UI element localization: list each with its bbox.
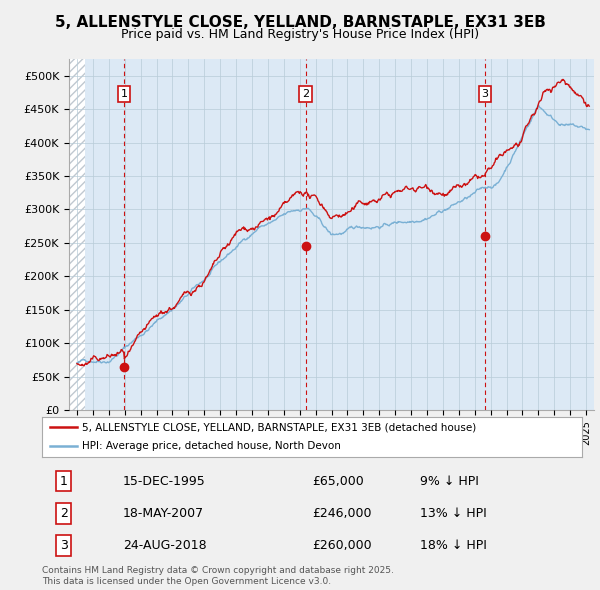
Text: 2: 2 <box>302 89 309 99</box>
Text: £246,000: £246,000 <box>312 507 371 520</box>
Text: 15-DEC-1995: 15-DEC-1995 <box>123 475 206 488</box>
Text: 5, ALLENSTYLE CLOSE, YELLAND, BARNSTAPLE, EX31 3EB: 5, ALLENSTYLE CLOSE, YELLAND, BARNSTAPLE… <box>55 15 545 30</box>
Text: 3: 3 <box>482 89 488 99</box>
Text: 13% ↓ HPI: 13% ↓ HPI <box>420 507 487 520</box>
Text: 1: 1 <box>59 475 68 488</box>
Text: 2: 2 <box>59 507 68 520</box>
Text: HPI: Average price, detached house, North Devon: HPI: Average price, detached house, Nort… <box>83 441 341 451</box>
Text: 24-AUG-2018: 24-AUG-2018 <box>123 539 206 552</box>
Text: Contains HM Land Registry data © Crown copyright and database right 2025.: Contains HM Land Registry data © Crown c… <box>42 566 394 575</box>
Text: £65,000: £65,000 <box>312 475 364 488</box>
Text: 18% ↓ HPI: 18% ↓ HPI <box>420 539 487 552</box>
Text: £260,000: £260,000 <box>312 539 371 552</box>
Text: Price paid vs. HM Land Registry's House Price Index (HPI): Price paid vs. HM Land Registry's House … <box>121 28 479 41</box>
Text: 3: 3 <box>59 539 68 552</box>
Text: 9% ↓ HPI: 9% ↓ HPI <box>420 475 479 488</box>
Text: This data is licensed under the Open Government Licence v3.0.: This data is licensed under the Open Gov… <box>42 577 331 586</box>
Text: 18-MAY-2007: 18-MAY-2007 <box>123 507 204 520</box>
Text: 1: 1 <box>121 89 128 99</box>
Text: 5, ALLENSTYLE CLOSE, YELLAND, BARNSTAPLE, EX31 3EB (detached house): 5, ALLENSTYLE CLOSE, YELLAND, BARNSTAPLE… <box>83 422 477 432</box>
